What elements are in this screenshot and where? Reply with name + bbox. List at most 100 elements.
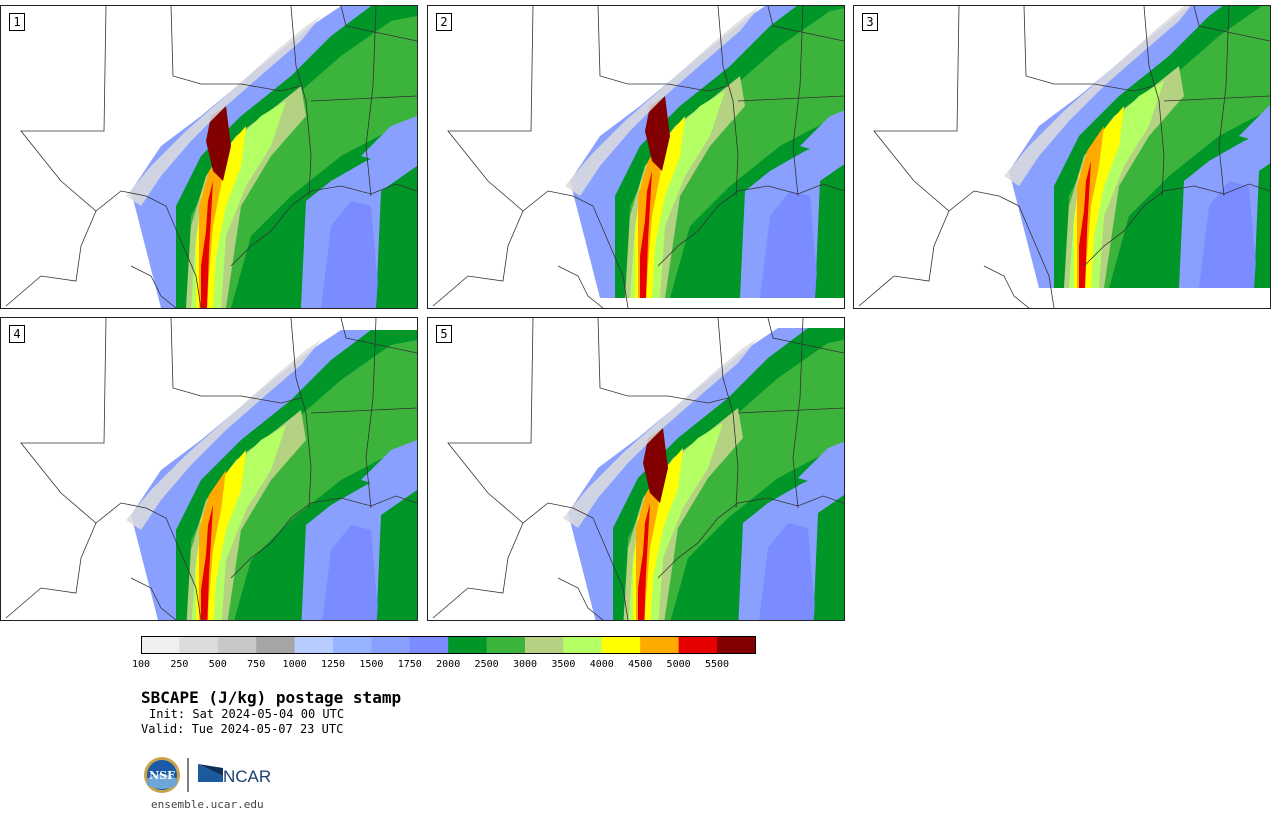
cape-contour-fill (1079, 161, 1091, 288)
valid-time: Valid: Tue 2024-05-07 23 UTC (141, 722, 344, 736)
colorbar-tick-label: 3000 (512, 659, 538, 670)
cape-contour-fill (361, 440, 417, 490)
colorbar-tick-label: 1250 (320, 659, 346, 670)
page-title: SBCAPE (J/kg) postage stamp (141, 688, 402, 707)
colorbar-swatch (179, 636, 219, 654)
colorbar-tick-label: 500 (208, 659, 227, 670)
colorbar-swatch (256, 636, 296, 654)
boundary-line (130, 265, 177, 308)
boundary-line (432, 522, 524, 619)
boundary-line (557, 577, 604, 620)
boundary-line (657, 495, 844, 579)
map-panel-2: 2 (427, 5, 845, 309)
cape-map-5 (432, 318, 844, 620)
cape-contour-fill (376, 520, 417, 620)
boundary-line (230, 495, 417, 579)
boundary-line (858, 210, 950, 307)
cape-low-fill (126, 340, 321, 530)
boundary-line (1083, 183, 1270, 267)
boundary-line (447, 6, 629, 308)
cape-max-fill (645, 96, 670, 171)
cape-contour-fill (815, 191, 844, 298)
map-panel-5: 5 (427, 317, 845, 621)
colorbar-swatch (141, 636, 180, 654)
cape-contour-fill (376, 196, 417, 308)
member-label-3: 3 (862, 13, 878, 31)
boundary-line (5, 210, 97, 307)
nsf-logo-text: NSF (149, 769, 175, 782)
cape-contour-fill (759, 523, 817, 620)
boundary-line (310, 95, 417, 102)
boundary-line (432, 210, 524, 307)
colorbar-swatch (563, 636, 603, 654)
site-url: ensemble.ucar.edu (151, 798, 264, 811)
colorbar-swatch (371, 636, 411, 654)
cape-contour-fill (640, 171, 652, 298)
boundary-line (130, 577, 177, 620)
colorbar (141, 636, 756, 654)
member-label-2: 2 (436, 13, 452, 31)
cape-contour-fill (813, 522, 844, 620)
cape-map-3 (858, 6, 1270, 308)
boundary-line (365, 318, 377, 509)
nsf-logo: NSF (144, 757, 180, 793)
boundary-line (447, 318, 629, 620)
boundary-line (983, 265, 1030, 308)
colorbar-swatch (294, 636, 334, 654)
colorbar-tick-label: 2000 (436, 659, 461, 670)
boundary-line (717, 6, 739, 197)
cape-contour-fill (1239, 105, 1270, 145)
boundary-line (340, 6, 417, 42)
cape-low-fill (126, 16, 321, 206)
colorbar-swatch (601, 636, 641, 654)
boundary-line (5, 522, 97, 619)
boundary-line (1023, 6, 1155, 92)
member-label-1: 1 (9, 13, 25, 31)
colorbar-tick-label: 4000 (589, 659, 614, 670)
ncar-logo-text: NCAR (223, 767, 271, 786)
cape-contour-fill (625, 8, 844, 298)
boundary-line (170, 318, 302, 404)
cape-contour-fill (760, 191, 820, 298)
colorbar-swatch (409, 636, 449, 654)
cape-contour-fill (201, 181, 213, 308)
member-label-5: 5 (436, 325, 452, 343)
cape-field (563, 328, 844, 620)
colorbar-swatch (717, 636, 756, 654)
cape-max-fill (206, 106, 231, 181)
colorbar-swatch (640, 636, 680, 654)
boundary-line (737, 95, 844, 102)
boundary-line (717, 318, 739, 509)
boundary-line (290, 6, 312, 197)
colorbar-tick-label: 250 (170, 659, 189, 670)
colorbar-tick-label: 1500 (359, 659, 384, 670)
cape-contour-fill (201, 505, 213, 620)
boundary-line (657, 183, 844, 267)
boundary-line (365, 6, 377, 197)
boundary-line (1218, 6, 1230, 197)
boundary-line (767, 318, 844, 354)
cape-contour-fill (186, 340, 417, 620)
colorbar-tick-label: 5500 (704, 659, 730, 670)
colorbar-swatch (333, 636, 372, 654)
boundary-line (1193, 6, 1270, 42)
boundary-line (1163, 95, 1270, 102)
colorbar-tick-label: 1750 (397, 659, 422, 670)
map-panel-3: 3 (853, 5, 1271, 309)
cape-map-4 (5, 318, 417, 620)
logos: NSF NCAR (144, 757, 271, 793)
boundary-line (792, 318, 804, 509)
cape-field (565, 6, 844, 298)
boundary-line (20, 6, 202, 308)
boundary-line (1143, 6, 1165, 197)
boundary-line (767, 6, 844, 42)
colorbar-tick-label: 5000 (666, 659, 691, 670)
colorbar-swatch (448, 636, 488, 654)
cape-map-2 (432, 6, 844, 308)
boundary-line (170, 6, 302, 92)
boundary-line (597, 318, 729, 404)
cape-max-fill (643, 428, 668, 503)
cape-contour-fill (623, 339, 844, 620)
boundary-line (230, 183, 417, 267)
ncar-logo: NCAR (198, 764, 271, 786)
